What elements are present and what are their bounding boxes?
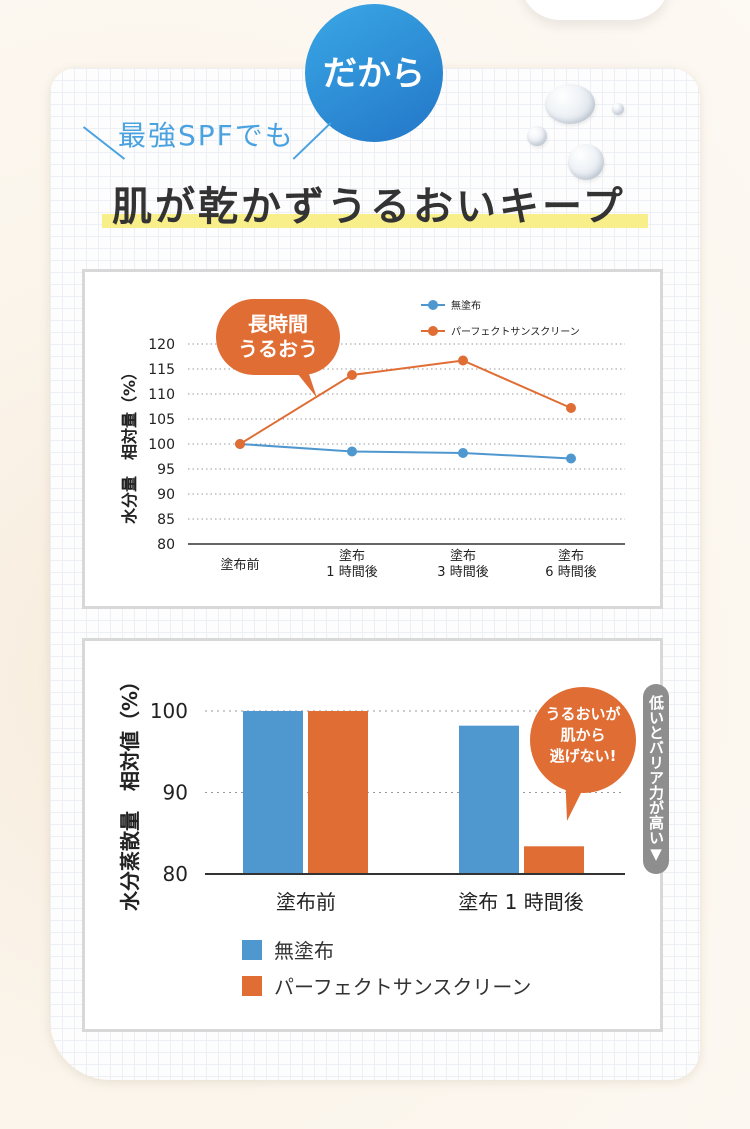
side-note-tab: 低いとバリア力が高い▼ [643, 684, 669, 874]
headline-highlight [102, 214, 648, 228]
legend-marker [428, 326, 438, 336]
x-tick-label: 塗布 1 時間後 [326, 548, 377, 580]
callout-text: うるおいが [545, 705, 621, 723]
legend-label: パーフェクトサンスクリーン [451, 326, 580, 338]
data-point [347, 446, 357, 457]
y-tick-label: 115 [148, 362, 175, 378]
legend-label: 無塗布 [274, 939, 334, 963]
y-tick-label: 100 [148, 437, 175, 453]
bar-chart: 80 90 100 水分蒸散量 相対値（%） 塗布前 塗布 1 時間後 うるおいが肌から逃げ… [118, 671, 636, 914]
x-tick-label: 塗布前 [220, 557, 259, 573]
y-tick-label: 120 [148, 337, 175, 353]
bar [308, 711, 368, 874]
legend-swatch-orange [242, 975, 262, 996]
bar [459, 725, 519, 874]
line-chart: 80 85 90 95 100 105 110 115 120 水分量 相対量（%） 塗布前 塗布 1 … [120, 299, 625, 580]
callout-shape [530, 687, 636, 793]
series-line-0 [239, 443, 572, 460]
y-tick-label: 100 [150, 699, 188, 723]
callout-text: 長時間 [248, 312, 308, 336]
badge: だから [305, 4, 443, 142]
callout-text: うるおう [238, 337, 318, 361]
x-tick-label: 塗布 6 時間後 [545, 548, 596, 580]
legend-label: パーフェクトサンスクリーン [274, 975, 532, 999]
water-drop-icon [612, 103, 624, 115]
data-point [458, 355, 468, 366]
x-tick-label: 塗布 3 時間後 [437, 548, 488, 580]
data-point [566, 453, 576, 464]
callout-text: 肌から [560, 726, 605, 744]
x-tick-label: 塗布 1 時間後 [458, 890, 583, 914]
y-tick-label: 80 [157, 537, 175, 553]
y-axis-label: 水分蒸散量 相対値（%） [118, 671, 142, 911]
legend-marker [428, 300, 438, 310]
data-point [235, 439, 245, 449]
bar [524, 846, 584, 874]
y-tick-label: 110 [148, 387, 175, 403]
x-tick-label: 塗布前 [276, 890, 336, 914]
legend-swatch-blue [242, 939, 262, 960]
series-line-1 [239, 359, 572, 445]
subtitle: 最強SPFでも [118, 119, 295, 152]
bar-chart-panel: 80 90 100 水分蒸散量 相対値（%） 塗布前 塗布 1 時間後 うるおいが肌から逃げ… [82, 638, 663, 1032]
y-tick-label: 90 [163, 781, 188, 805]
data-point [458, 448, 468, 458]
water-drop-icon [545, 84, 595, 124]
callout-text: 逃げない! [550, 747, 617, 765]
legend-label: 無塗布 [451, 299, 481, 312]
decorative-bubble [520, 0, 670, 20]
y-tick-label: 90 [157, 487, 175, 503]
line-chart-panel: 80 85 90 95 100 105 110 115 120 水分量 相対量（%） 塗布前 塗布 1 … [82, 269, 663, 609]
water-drop-icon [568, 144, 604, 180]
y-axis-label: 水分量 相対量（%） [120, 364, 139, 524]
bar-legend-item: パーフェクトサンスクリーン [242, 971, 531, 1000]
y-tick-label: 80 [163, 862, 188, 886]
bar-legend-item: 無塗布 [242, 935, 334, 964]
headline: 肌が乾かずうるおいキープ [112, 184, 626, 230]
data-point [566, 403, 576, 413]
y-tick-label: 85 [157, 512, 175, 528]
water-drop-icon [527, 126, 547, 146]
y-tick-label: 105 [148, 412, 175, 428]
bar [243, 711, 303, 874]
callout-tail [293, 368, 317, 398]
data-point [347, 370, 357, 380]
y-tick-label: 95 [157, 462, 175, 478]
callout-shape [216, 299, 340, 375]
